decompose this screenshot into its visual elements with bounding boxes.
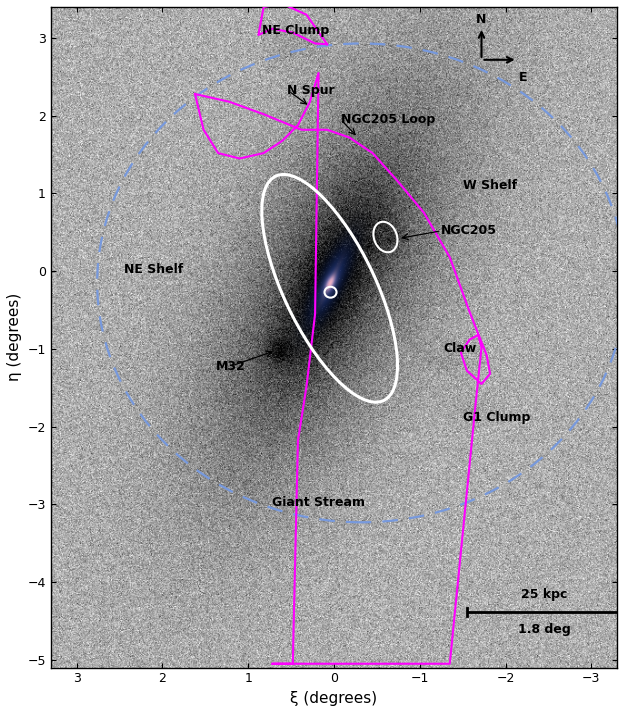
Text: M32: M32 bbox=[216, 359, 246, 373]
Text: NGC205 Loop: NGC205 Loop bbox=[341, 113, 435, 126]
Text: Claw: Claw bbox=[444, 342, 477, 356]
Text: NE Shelf: NE Shelf bbox=[124, 263, 183, 276]
Text: E: E bbox=[519, 71, 527, 83]
Y-axis label: η (degrees): η (degrees) bbox=[7, 293, 22, 381]
Text: 25 kpc: 25 kpc bbox=[521, 588, 567, 601]
Text: 1.8 deg: 1.8 deg bbox=[518, 622, 570, 635]
Text: Giant Stream: Giant Stream bbox=[272, 496, 365, 509]
Text: W Shelf: W Shelf bbox=[462, 179, 517, 193]
Text: N: N bbox=[476, 13, 487, 26]
Text: NGC205: NGC205 bbox=[441, 225, 497, 237]
Text: N Spur: N Spur bbox=[287, 84, 334, 98]
Text: NE Clump: NE Clump bbox=[261, 24, 329, 37]
X-axis label: ξ (degrees): ξ (degrees) bbox=[290, 691, 378, 706]
Text: G1 Clump: G1 Clump bbox=[462, 411, 530, 424]
